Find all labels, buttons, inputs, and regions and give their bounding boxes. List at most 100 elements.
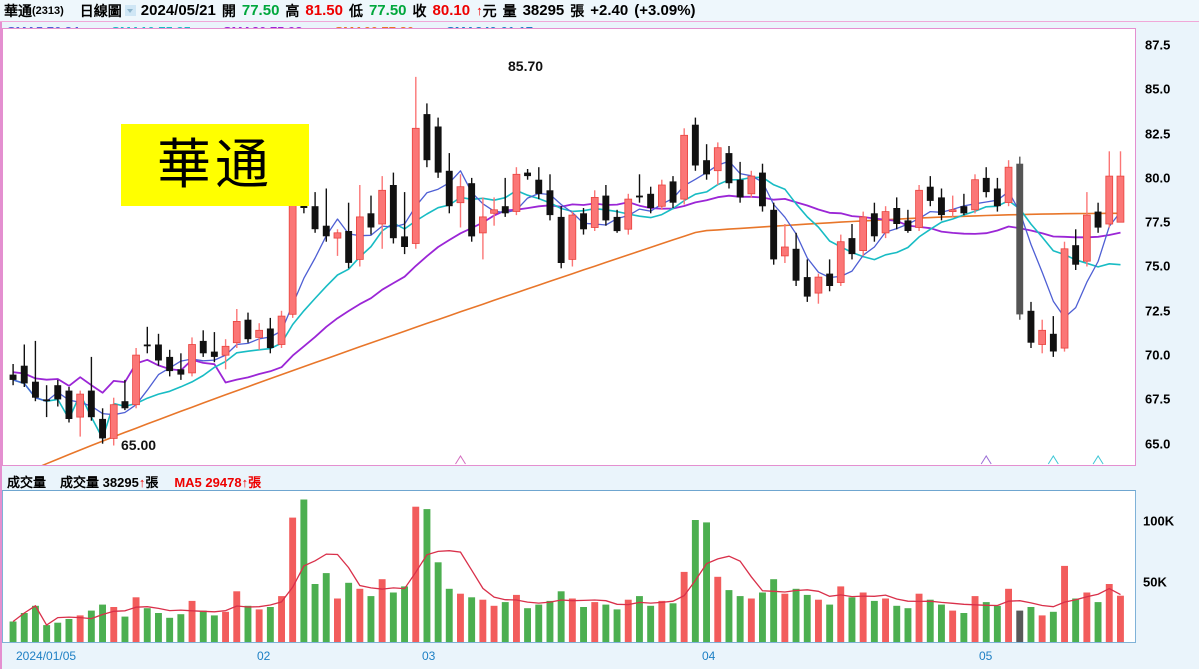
volume-bar	[513, 594, 520, 642]
volume-bar	[1094, 602, 1102, 642]
candle-body	[1004, 166, 1013, 203]
candle-body	[658, 184, 666, 207]
period-label[interactable]: 日線圖	[79, 2, 122, 19]
candlestick	[76, 390, 84, 437]
volume-bar	[255, 609, 263, 642]
candlestick	[1004, 160, 1013, 207]
candle-body	[747, 175, 756, 195]
candle-body	[155, 344, 162, 361]
volume-bar	[367, 596, 375, 642]
candlestick	[881, 206, 890, 239]
volume-bar	[490, 605, 498, 642]
candle-body	[434, 126, 442, 173]
candlestick	[9, 364, 17, 386]
candle-body	[971, 179, 979, 211]
candlestick	[244, 312, 252, 343]
candle-body	[345, 231, 353, 263]
candlestick	[468, 177, 476, 242]
low-value: 77.50	[368, 2, 407, 19]
candle-body	[143, 344, 151, 347]
candlestick	[434, 117, 442, 178]
price-chart-panel[interactable]: 華通 85.70 65.00	[2, 28, 1136, 466]
volume-bar	[882, 598, 889, 642]
volume-bar	[423, 509, 431, 642]
volume-axis: 100K 50K	[1139, 490, 1199, 643]
volume-bar	[188, 600, 196, 642]
candle-body	[580, 213, 587, 230]
date-axis-tick: 05	[979, 649, 993, 663]
candlestick	[367, 195, 375, 235]
candlestick	[948, 195, 957, 217]
candle-body	[1094, 211, 1102, 228]
candlestick	[121, 379, 129, 411]
candlestick	[624, 193, 633, 235]
volume-bar	[322, 573, 330, 642]
candlestick	[691, 117, 699, 171]
candlestick	[277, 310, 286, 348]
candlestick	[355, 185, 364, 267]
candle-body	[221, 345, 230, 356]
candlestick	[993, 177, 1001, 212]
candle-body	[367, 213, 375, 228]
price-annotation: 85.70	[506, 58, 546, 74]
candle-body	[792, 248, 800, 281]
candle-body	[814, 276, 823, 294]
chevron-down-icon[interactable]	[124, 5, 136, 16]
candle-body	[1072, 245, 1080, 265]
volume-ma-arrow-icon: ↑	[241, 474, 249, 490]
volume-bar	[993, 605, 1001, 642]
candle-body	[915, 189, 923, 228]
candle-body	[501, 206, 509, 214]
volume-bar	[479, 599, 487, 642]
candlestick	[501, 177, 509, 217]
candle-body	[613, 216, 621, 232]
volume-bar	[1105, 584, 1113, 642]
volume-bar	[1072, 598, 1080, 642]
candlestick	[938, 188, 945, 221]
low-label: 低	[348, 2, 363, 19]
volume-bar	[568, 598, 576, 642]
volume-readout-unit: 張	[145, 474, 159, 490]
candle-body	[636, 195, 643, 198]
volume-bar	[1038, 615, 1046, 642]
volume-ma5-line	[12, 550, 1121, 627]
candlestick	[378, 176, 387, 249]
volume-bar	[434, 562, 442, 642]
date-axis-tick: 03	[422, 649, 436, 663]
candle-body	[199, 340, 207, 354]
candle-body	[355, 216, 364, 260]
volume-bar	[926, 599, 934, 642]
candle-body	[54, 385, 62, 400]
volume-bar	[938, 604, 945, 642]
price-axis-tick: 67.5	[1145, 391, 1171, 407]
volume-bar	[345, 582, 353, 642]
close-label: 收	[412, 2, 427, 19]
price-axis-tick: 80.0	[1145, 170, 1171, 186]
candle-body	[725, 153, 733, 184]
volume-label: 量	[502, 2, 517, 19]
candle-body	[960, 206, 968, 214]
volume-chart-panel[interactable]	[2, 490, 1136, 643]
candlestick	[636, 174, 643, 203]
candlestick	[602, 185, 610, 226]
volume-bar	[624, 599, 632, 642]
moving-average-line	[12, 160, 1122, 416]
chart-marker-icon	[1047, 455, 1059, 465]
volume-bar	[401, 586, 408, 642]
candle-body	[1027, 310, 1035, 343]
volume-bar	[680, 571, 688, 642]
volume-readout-label: 成交量	[60, 474, 100, 490]
candle-body	[423, 114, 431, 161]
candle-body	[1105, 175, 1114, 225]
volume-panel-title: 成交量	[7, 474, 47, 490]
chart-marker-icon	[455, 455, 466, 465]
candle-body	[948, 209, 957, 213]
candle-body	[647, 193, 655, 208]
volume-bar	[714, 576, 722, 642]
candle-body	[669, 181, 677, 203]
candle-body	[188, 344, 196, 374]
price-unit: 元	[482, 2, 497, 19]
price-axis-tick: 87.5	[1145, 37, 1171, 53]
candle-body	[277, 315, 286, 345]
volume-bar	[703, 522, 710, 642]
